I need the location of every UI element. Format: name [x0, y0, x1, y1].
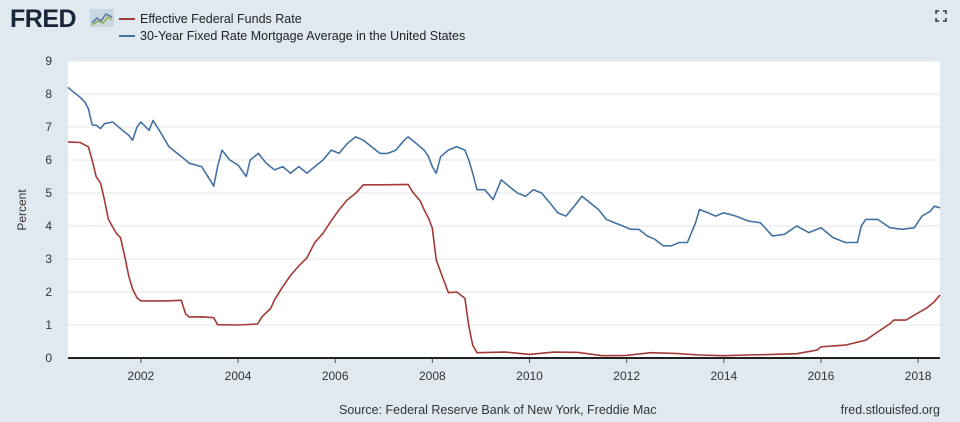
line-chart: 0 1 2 3 4 5 6 7 8 9 2002 2004 2006 2008 2010 2012 2014 20…: [15, 54, 941, 383]
legend-label-fedfunds: Effective Federal Funds Rate: [140, 11, 302, 26]
y-tick-label: 9: [45, 54, 52, 68]
legend-item-mortgage: 30-Year Fixed Rate Mortgage Average in t…: [119, 27, 465, 44]
x-tick-label: 2006: [322, 369, 349, 383]
y-tick-label: 3: [45, 252, 52, 266]
legend-label-mortgage: 30-Year Fixed Rate Mortgage Average in t…: [140, 28, 466, 43]
x-tick-label: 2016: [808, 369, 835, 383]
x-tick-label: 2008: [419, 369, 446, 383]
y-tick-label: 8: [45, 87, 52, 101]
series-line-mortgage: [67, 86, 941, 247]
y-tick-label: 2: [45, 285, 52, 299]
x-tick-label: 2018: [905, 369, 932, 383]
x-tick-label: 2012: [613, 369, 640, 383]
x-tick-label: 2014: [710, 369, 737, 383]
chart-legend: Effective Federal Funds Rate 30-Year Fix…: [119, 10, 465, 44]
x-tick-label: 2010: [516, 369, 543, 383]
fred-site-link[interactable]: fred.stlouisfed.org: [840, 403, 940, 417]
source-note: Source: Federal Reserve Bank of New York…: [339, 403, 657, 417]
fullscreen-icon[interactable]: [935, 10, 947, 22]
y-tick-label: 6: [45, 153, 52, 167]
y-tick-label: 4: [45, 219, 52, 233]
series-line-fedfunds: [67, 141, 941, 357]
y-axis-label: Percent: [15, 189, 29, 231]
y-tick-label: 1: [45, 318, 52, 332]
legend-item-fedfunds: Effective Federal Funds Rate: [119, 10, 465, 27]
y-tick-label: 5: [45, 186, 52, 200]
y-tick-label: 0: [45, 351, 52, 365]
line-chart-icon: [90, 9, 114, 27]
legend-swatch-mortgage: [119, 34, 135, 37]
x-tick-label: 2002: [128, 369, 155, 383]
y-tick-label: 7: [45, 120, 52, 134]
fred-logo[interactable]: FRED: [10, 5, 77, 33]
x-tick-label: 2004: [225, 369, 252, 383]
plot-area: [68, 61, 940, 358]
legend-swatch-fedfunds: [119, 17, 135, 20]
